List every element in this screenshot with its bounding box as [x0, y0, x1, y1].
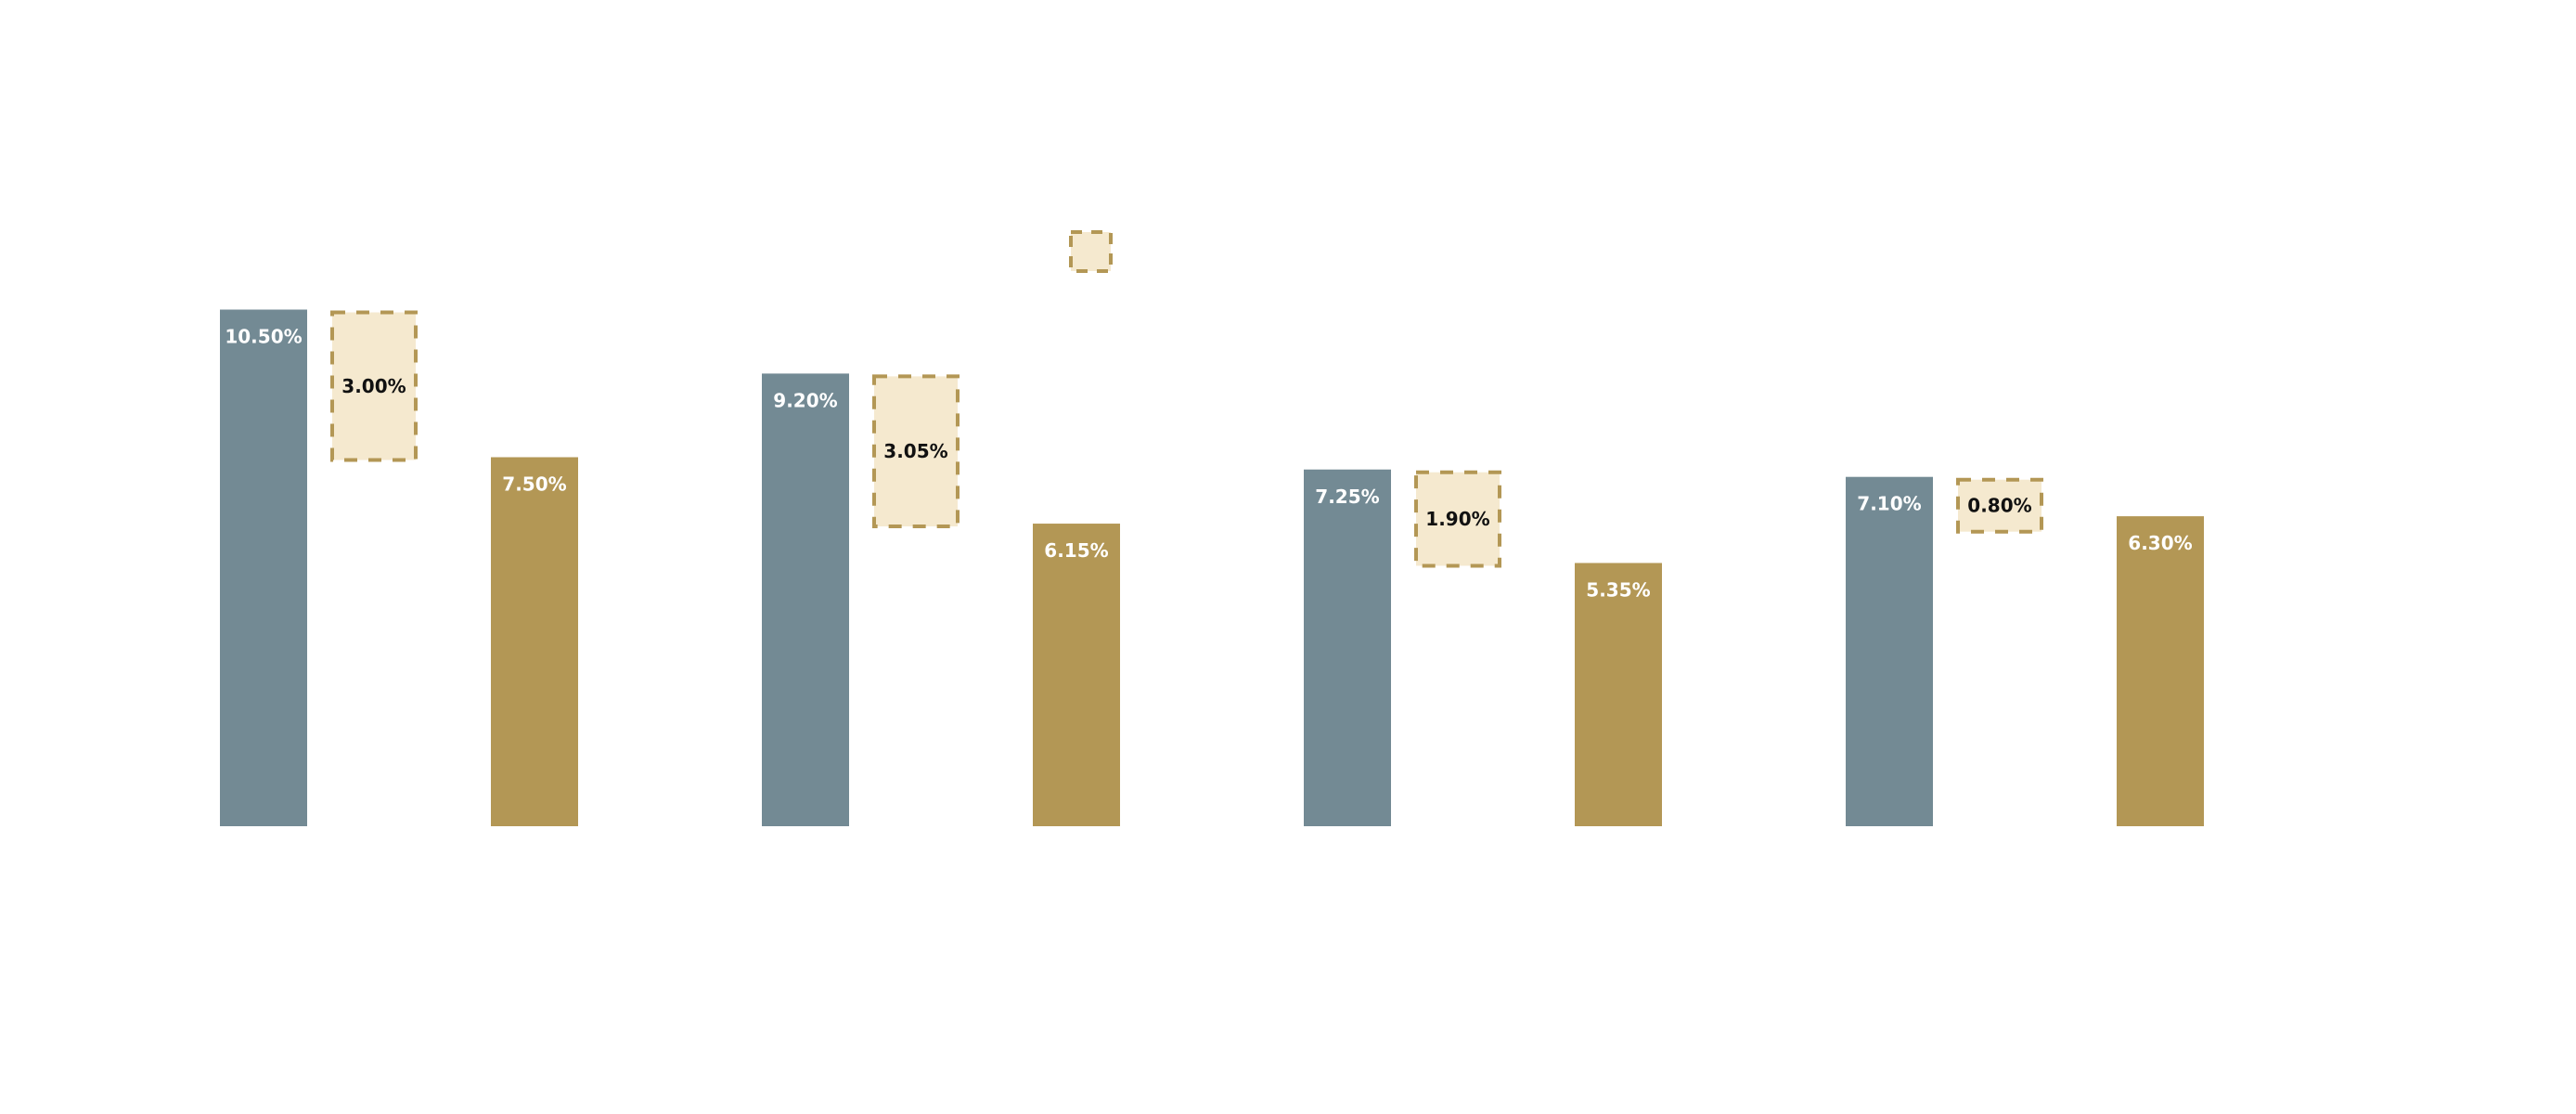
bar-series-b-2	[1033, 524, 1120, 826]
bar-series-a-3	[1304, 469, 1391, 826]
bar-series-a-1	[220, 309, 307, 826]
bar-label-series-a-3: 7.25%	[1315, 486, 1379, 508]
difference-label-3: 1.90%	[1425, 508, 1489, 530]
difference-box-3	[1414, 470, 1501, 568]
difference-label-1: 3.00%	[341, 375, 406, 397]
bar-label-series-b-2: 6.15%	[1044, 539, 1108, 562]
bar-label-series-a-2: 9.20%	[773, 389, 837, 411]
bar-label-series-b-1: 7.50%	[502, 473, 566, 496]
bar-label-series-a-4: 7.10%	[1857, 493, 1921, 515]
difference-box-2	[872, 374, 960, 529]
bar-series-b-3	[1575, 563, 1662, 826]
bar-label-series-b-3: 5.35%	[1586, 578, 1650, 601]
difference-box-1	[330, 310, 418, 462]
bar-label-series-b-4: 6.30%	[2128, 532, 2192, 554]
bar-series-b-4	[2117, 516, 2204, 826]
bar-series-a-4	[1846, 476, 1933, 826]
bar-label-series-a-1: 10.50%	[225, 326, 302, 348]
difference-legend-swatch	[1069, 230, 1113, 273]
difference-label-4: 0.80%	[1967, 495, 2031, 517]
bar-series-a-2	[762, 373, 849, 826]
difference-label-2: 3.05%	[883, 440, 947, 462]
difference-box-4	[1956, 477, 2043, 534]
bar-series-b-1	[491, 457, 578, 826]
